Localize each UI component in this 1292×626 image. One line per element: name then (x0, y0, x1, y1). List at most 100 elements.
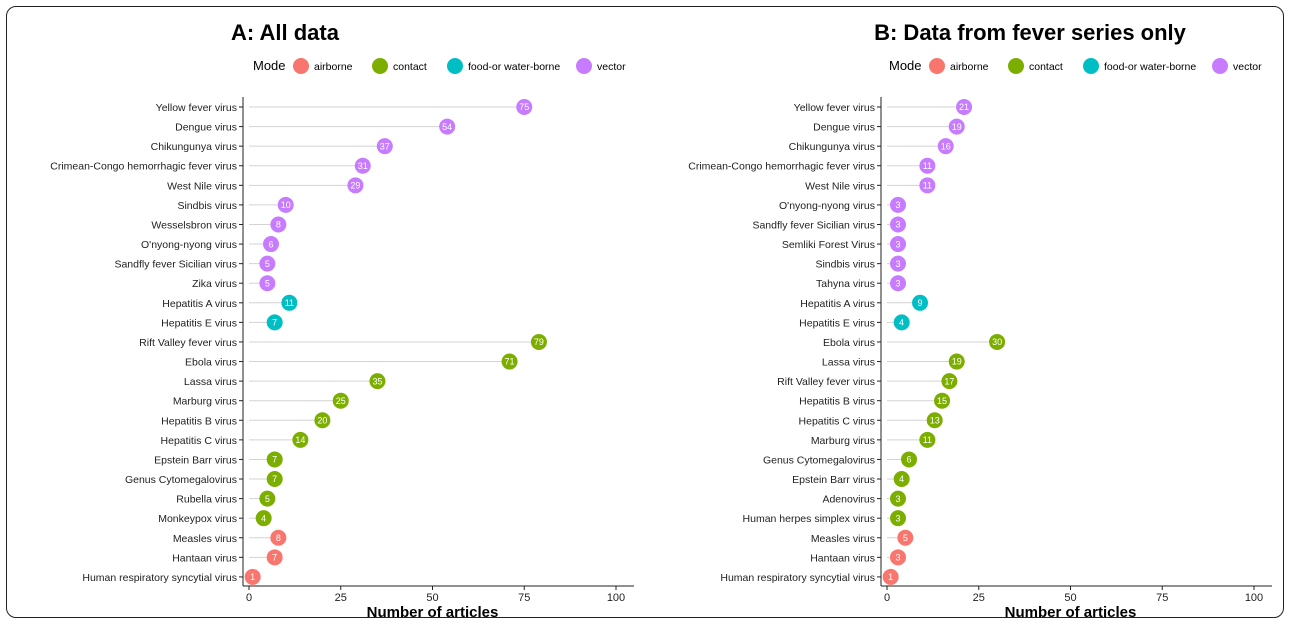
x-tick-label: 0 (246, 592, 252, 604)
lollipop-dot (281, 294, 298, 311)
category-label: Human respiratory syncytial virus (720, 572, 875, 584)
lollipop-dot (912, 294, 929, 311)
data-label: 11 (923, 161, 932, 171)
category-label: Sandfly fever Sicilian virus (114, 259, 237, 271)
category-label: O'nyong-nyong virus (141, 239, 237, 251)
category-label: Hepatitis B virus (161, 415, 237, 427)
lollipop-dot (890, 510, 907, 527)
lollipop-dot (259, 275, 276, 292)
lollipop-dot (919, 157, 936, 174)
lollipop-dot (244, 568, 261, 585)
category-label: Yellow fever virus (794, 102, 875, 114)
data-label: 5 (265, 278, 270, 288)
category-label: Yellow fever virus (156, 102, 237, 114)
data-label: 5 (265, 259, 270, 269)
lollipop-dot (270, 529, 287, 546)
x-axis-title: Number of articles (367, 604, 499, 621)
x-tick-label: 75 (1156, 592, 1168, 604)
lollipop-dot (890, 255, 907, 272)
lollipop-dot (255, 510, 272, 527)
category-label: Hepatitis E virus (799, 317, 875, 329)
category-label: Ebola virus (823, 337, 875, 349)
category-label: Marburg virus (173, 396, 237, 408)
category-label: Marburg virus (811, 435, 875, 447)
category-label: Genus Cytomegalovirus (763, 454, 875, 466)
category-label: Rubella virus (176, 494, 237, 506)
data-label: 4 (261, 513, 266, 523)
data-label: 11 (923, 435, 932, 445)
x-tick-label: 0 (884, 592, 890, 604)
data-label: 13 (930, 415, 940, 425)
lollipop-dot (919, 177, 936, 194)
x-axis-title: Number of articles (1005, 604, 1137, 621)
data-label: 11 (285, 298, 294, 308)
legend-swatch-contact (372, 58, 388, 74)
data-label: 54 (442, 122, 452, 132)
legend-swatch-airborne (293, 58, 309, 74)
data-label: 5 (903, 533, 908, 543)
legend-swatch-food-or-water-borne (447, 58, 463, 74)
legend-swatch-contact (1008, 58, 1024, 74)
data-label: 19 (952, 122, 962, 132)
category-label: Crimean-Congo hemorrhagic fever virus (50, 161, 237, 173)
lollipop-dot (439, 118, 456, 135)
data-label: 19 (952, 357, 962, 367)
legend-label: food-or water-borne (1104, 61, 1196, 73)
legend-label: contact (1029, 61, 1063, 73)
category-label: West Nile virus (167, 180, 237, 192)
lollipop-dot (890, 196, 907, 213)
data-label: 1 (888, 572, 893, 582)
legend-label: vector (1233, 61, 1262, 73)
lollipop-dot (266, 549, 283, 566)
data-label: 37 (380, 141, 390, 151)
panel-b: B: Data from fever series only Mode airbor… (688, 20, 1272, 621)
data-label: 7 (272, 318, 277, 328)
legend-swatch-vector (576, 58, 592, 74)
lollipop-dot (376, 138, 393, 155)
lollipop-dot (890, 236, 907, 253)
category-label: Dengue virus (813, 122, 875, 134)
category-label: Hepatitis A virus (162, 298, 237, 310)
data-label: 16 (941, 141, 951, 151)
x-tick-label: 100 (1245, 592, 1263, 604)
data-label: 3 (896, 278, 901, 288)
x-tick-label: 25 (973, 592, 985, 604)
lollipop-dot (882, 568, 899, 585)
lollipop-dot (259, 255, 276, 272)
data-label: 7 (272, 455, 277, 465)
lollipop-dot (941, 373, 958, 390)
category-label: Epstein Barr virus (792, 474, 875, 486)
category-label: Chikungunya virus (789, 141, 875, 153)
category-label: Measles virus (173, 533, 237, 545)
data-label: 7 (272, 474, 277, 484)
data-label: 35 (372, 376, 382, 386)
legend-label: airborne (314, 61, 353, 73)
lollipop-dot (314, 412, 331, 429)
category-label: Tahyna virus (816, 278, 875, 290)
lollipop-dot (266, 314, 283, 331)
lollipop-dot (277, 196, 294, 213)
data-label: 3 (896, 239, 901, 249)
figure-frame (6, 6, 1284, 618)
data-label: 21 (959, 102, 969, 112)
data-label: 8 (276, 533, 281, 543)
lollipop-dot (897, 529, 914, 546)
lollipop-dot (347, 177, 364, 194)
data-label: 29 (350, 181, 360, 191)
x-tick-label: 50 (426, 592, 438, 604)
category-label: Hantaan virus (172, 552, 237, 564)
data-label: 14 (295, 435, 305, 445)
lollipop-dot (263, 236, 280, 253)
data-label: 3 (896, 220, 901, 230)
lollipop-dot (948, 118, 965, 135)
legend-label: vector (597, 61, 626, 73)
lollipop-dot (893, 314, 910, 331)
category-label: Sindbis virus (177, 200, 237, 212)
category-label: Crimean-Congo hemorrhagic fever virus (688, 161, 875, 173)
lollipop-dot (292, 431, 309, 448)
legend-label: airborne (950, 61, 989, 73)
data-label: 31 (358, 161, 368, 171)
category-label: Genus Cytomegalovirus (125, 474, 237, 486)
lollipop-dot (956, 99, 973, 115)
category-label: Dengue virus (175, 122, 237, 134)
